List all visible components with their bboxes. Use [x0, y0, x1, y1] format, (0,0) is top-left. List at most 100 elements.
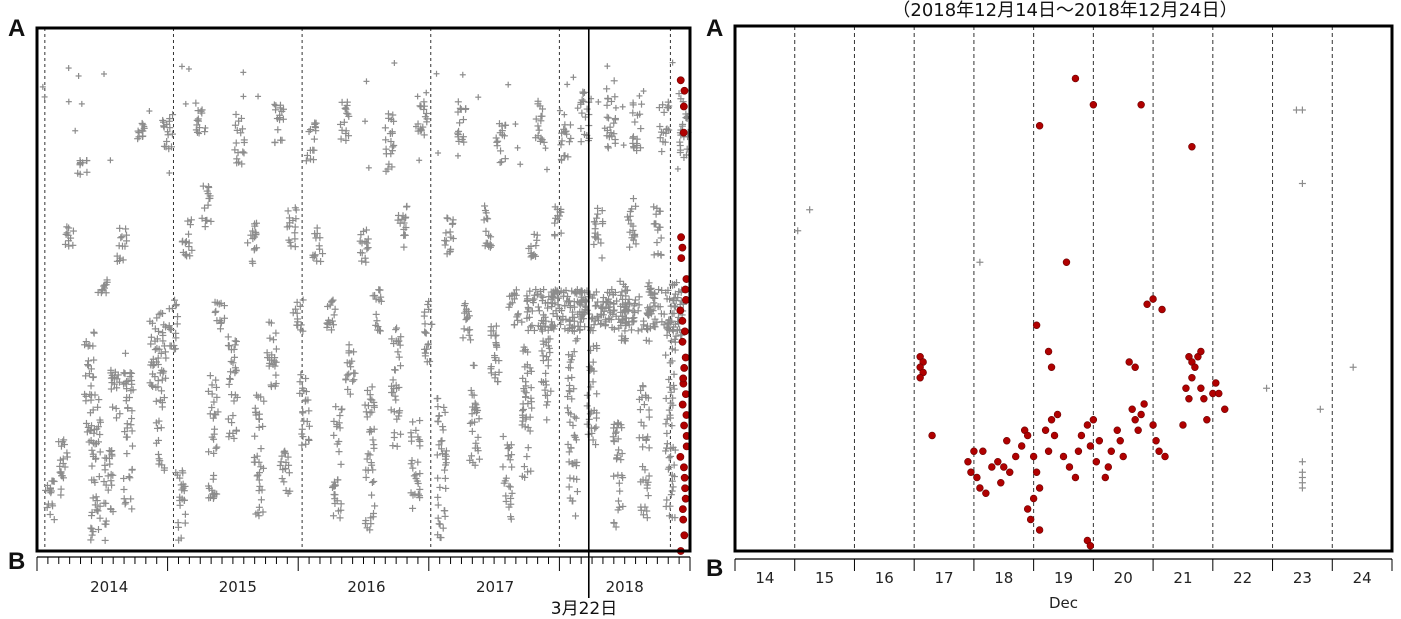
plus-marker — [316, 245, 324, 253]
plus-marker — [213, 490, 221, 498]
plus-marker — [299, 408, 307, 416]
plus-marker — [179, 237, 187, 245]
plus-marker — [300, 417, 308, 425]
plus-marker — [504, 452, 512, 460]
plus-marker — [129, 386, 137, 394]
plus-marker — [508, 489, 516, 497]
plus-marker — [441, 241, 449, 249]
plus-marker — [368, 461, 376, 469]
plus-marker — [265, 354, 273, 362]
plus-marker — [491, 371, 499, 379]
plus-marker — [370, 478, 378, 486]
plus-marker — [337, 135, 345, 143]
plus-marker — [335, 448, 343, 456]
plus-marker — [568, 497, 576, 505]
plus-marker — [88, 476, 96, 484]
plus-marker — [424, 301, 432, 309]
plus-marker — [87, 436, 95, 444]
plus-marker — [316, 234, 324, 242]
plus-marker — [179, 248, 187, 256]
plus-marker — [154, 377, 162, 385]
plus-marker — [442, 484, 450, 492]
plus-marker — [115, 378, 123, 386]
plus-marker — [506, 292, 514, 300]
plus-marker — [192, 99, 200, 107]
plus-marker — [159, 329, 167, 337]
plus-marker — [210, 471, 218, 479]
plus-marker — [186, 221, 194, 229]
plus-marker — [376, 286, 384, 294]
plus-marker — [462, 105, 470, 113]
plus-marker — [82, 419, 90, 427]
plus-marker — [361, 254, 369, 262]
plus-marker — [523, 308, 531, 316]
plus-marker — [297, 371, 305, 379]
plus-marker — [210, 435, 218, 443]
plus-marker — [107, 366, 115, 374]
plus-marker — [155, 345, 163, 353]
plus-marker — [557, 141, 565, 149]
plus-marker — [390, 408, 398, 416]
plus-marker — [569, 421, 577, 429]
plus-marker — [544, 398, 552, 406]
plus-marker — [466, 456, 474, 464]
plus-marker — [481, 202, 489, 210]
right-axis-top-label: A — [706, 15, 724, 42]
plus-marker — [487, 242, 495, 250]
plus-marker — [387, 138, 395, 146]
plus-marker — [467, 336, 475, 344]
plus-marker — [583, 391, 591, 399]
plus-marker — [486, 240, 494, 248]
plus-marker — [255, 423, 263, 431]
plus-marker — [518, 472, 526, 480]
plus-marker — [178, 467, 186, 475]
plus-marker — [565, 351, 573, 359]
plus-marker — [370, 441, 378, 449]
plus-marker — [570, 413, 578, 421]
plus-marker — [390, 141, 398, 149]
plus-marker — [474, 433, 482, 441]
plus-marker — [396, 341, 404, 349]
plus-marker — [160, 466, 168, 474]
plus-marker — [147, 340, 155, 348]
plus-marker — [384, 165, 392, 173]
plus-marker — [362, 473, 370, 481]
plus-marker — [163, 120, 171, 128]
plus-marker — [213, 383, 221, 391]
plus-marker — [615, 479, 623, 487]
plus-marker — [123, 450, 131, 458]
plus-marker — [434, 474, 442, 482]
plus-marker — [362, 466, 370, 474]
plus-marker — [551, 203, 559, 211]
plus-marker — [121, 242, 129, 250]
plus-marker — [603, 101, 611, 109]
plus-marker — [448, 220, 456, 228]
plus-marker — [571, 459, 579, 467]
plus-marker — [527, 367, 535, 375]
plus-marker — [63, 453, 71, 461]
plus-marker — [126, 474, 134, 482]
plus-marker — [567, 134, 575, 142]
plus-marker — [566, 358, 574, 366]
plus-marker — [155, 417, 163, 425]
plus-marker — [233, 126, 241, 134]
plus-marker — [258, 486, 266, 494]
plus-marker — [306, 126, 314, 134]
plus-marker — [639, 511, 647, 519]
plus-marker — [93, 497, 101, 505]
plus-marker — [592, 423, 600, 431]
plus-marker — [206, 494, 214, 502]
plus-marker — [202, 217, 210, 225]
plus-marker — [62, 230, 70, 238]
plus-marker — [340, 118, 348, 126]
plus-marker — [281, 447, 289, 455]
plus-marker — [401, 214, 409, 222]
plus-marker — [443, 250, 451, 258]
plus-marker — [338, 405, 346, 413]
plus-marker — [583, 402, 591, 410]
plus-marker — [187, 216, 195, 224]
plus-marker — [387, 406, 395, 414]
plus-marker — [561, 152, 569, 160]
plus-marker — [116, 410, 124, 418]
